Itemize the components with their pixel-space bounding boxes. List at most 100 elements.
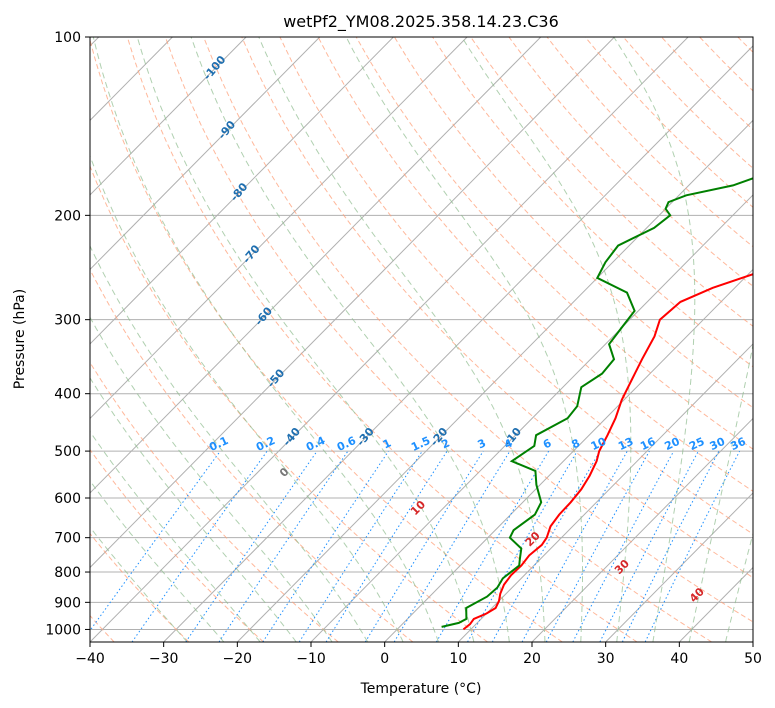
- dry-adiabat-label: -70: [240, 242, 263, 266]
- x-tick-label: 10: [449, 651, 467, 667]
- mixing-ratio-line: [185, 450, 318, 642]
- dry-adiabat-label: -90: [215, 118, 238, 142]
- dry-adiabat-line: [470, 37, 753, 327]
- mixing-ratio-line: [545, 450, 650, 642]
- dry-adiabat-line: [432, 37, 753, 368]
- moist-adiabat-line: [90, 316, 333, 642]
- moist-adiabat-line: [90, 376, 297, 642]
- mixing-ratio-line: [393, 450, 511, 642]
- mixing-ratio-label: 30: [708, 435, 728, 453]
- moist-adiabat-label: 0: [277, 465, 292, 480]
- mixing-ratio-label: 3: [476, 436, 488, 451]
- x-tick-label: −40: [75, 651, 105, 667]
- x-axis-label: Temperature (°C): [360, 681, 482, 697]
- moist-adiabat-line: [688, 342, 753, 642]
- moist-adiabat-line: [190, 37, 510, 642]
- y-tick-label: 1000: [45, 622, 81, 638]
- isotherm-line: [90, 37, 615, 569]
- dry-adiabat-line: [126, 37, 638, 642]
- y-tick-label: 300: [54, 313, 81, 329]
- dry-adiabat-line: [203, 37, 753, 623]
- isotherm-line: [90, 37, 247, 196]
- y-axis: 1000 900 800 700 600 500 400 300 200 100: [45, 30, 90, 638]
- dry-adiabat-line: [90, 268, 414, 642]
- moist-adiabat-label: 10: [408, 498, 428, 518]
- moist-adiabat-line: [90, 244, 369, 642]
- moist-adiabat-line: [90, 526, 188, 642]
- isotherm-line: [90, 37, 689, 642]
- x-tick-label: 50: [744, 651, 762, 667]
- isotherm-line: [236, 119, 753, 642]
- y-tick-label: 800: [54, 565, 81, 581]
- dry-adiabat-label: -50: [265, 366, 288, 390]
- temperature-profile-line: [462, 273, 753, 631]
- y-tick-label: 400: [54, 387, 81, 403]
- dry-adiabat-label: -100: [201, 53, 229, 83]
- y-tick-label: 600: [54, 491, 81, 507]
- isotherm-line: [90, 37, 394, 345]
- dry-adiabat-label: -40: [280, 425, 303, 449]
- moist-adiabat-line: [345, 37, 583, 642]
- dry-adiabat-line: [661, 37, 753, 131]
- y-tick-label: 900: [54, 595, 81, 611]
- mixing-ratio-line: [262, 450, 389, 642]
- moist-adiabat-line: [258, 37, 546, 642]
- x-tick-label: 0: [380, 651, 389, 667]
- x-tick-label: 20: [523, 651, 541, 667]
- dry-adiabat-line: [508, 37, 753, 287]
- chart-title: wetPf2_YM08.2025.358.14.23.C36: [283, 12, 559, 32]
- y-axis-label: Pressure (hPa): [12, 289, 28, 389]
- mixing-ratio-line: [491, 450, 601, 642]
- dewpoint-profile-line: [441, 177, 753, 628]
- x-tick-label: −20: [223, 651, 253, 667]
- dry-adiabat-label: -80: [228, 180, 251, 204]
- dry-adiabat-line: [317, 37, 753, 492]
- y-tick-label: 700: [54, 531, 81, 547]
- mixing-ratio-line: [131, 450, 268, 642]
- dry-adiabat-line: [90, 164, 488, 642]
- profile-lines: [441, 177, 753, 631]
- moist-adiabat-line: [136, 37, 475, 642]
- mixing-ratio-label: 13: [616, 435, 635, 453]
- dry-adiabat-line: [164, 37, 712, 642]
- mixing-ratio-label: 2: [439, 436, 451, 451]
- mixing-ratio-line: [621, 450, 720, 642]
- moist-adiabat-line: [90, 154, 404, 642]
- moist-adiabat-line: [725, 532, 753, 642]
- moist-adiabat-line: [90, 480, 225, 642]
- y-tick-label: 200: [54, 208, 81, 224]
- mixing-ratio-line: [364, 450, 484, 642]
- moist-adiabat-line: [461, 37, 632, 642]
- isotherm-line: [90, 37, 468, 420]
- isotherm-line: [163, 45, 753, 642]
- mixing-ratio-label: 36: [728, 435, 748, 453]
- moist-adiabat-line: [90, 430, 261, 642]
- dry-adiabat-line: [737, 37, 753, 53]
- dry-adiabat-line: [546, 37, 753, 248]
- dry-adiabat-line: [90, 532, 190, 642]
- moist-adiabat-line: [92, 37, 439, 642]
- line-labels: -100-90-80-70-60-50-40 -30 -20 -100.1 0.2 0.4…: [201, 53, 748, 605]
- mixing-ratio-label: 10: [589, 435, 609, 453]
- plot-frame: [89, 36, 754, 643]
- mixing-ratio-label: 6: [541, 436, 554, 451]
- background-lines: [90, 37, 753, 642]
- x-tick-label: −10: [296, 651, 326, 667]
- isotherm-line: [90, 37, 321, 271]
- y-tick-label: 500: [54, 444, 81, 460]
- y-tick-label: 100: [54, 30, 81, 46]
- isotherm-line: [605, 492, 753, 642]
- mixing-ratio-label: 16: [638, 435, 658, 453]
- mixing-ratio-line: [325, 450, 448, 642]
- dry-adiabat-line: [699, 37, 753, 92]
- mixing-ratio-label: 20: [662, 435, 682, 453]
- isotherm-line: [384, 268, 753, 642]
- dry-adiabat-line: [355, 37, 753, 450]
- mixing-ratio-line: [599, 450, 699, 642]
- isotherm-line: [457, 343, 753, 642]
- mixing-ratio-line: [521, 450, 628, 642]
- mixing-ratio-line: [90, 450, 221, 632]
- dry-adiabat-line: [279, 37, 753, 535]
- dry-adiabat-line: [622, 37, 753, 169]
